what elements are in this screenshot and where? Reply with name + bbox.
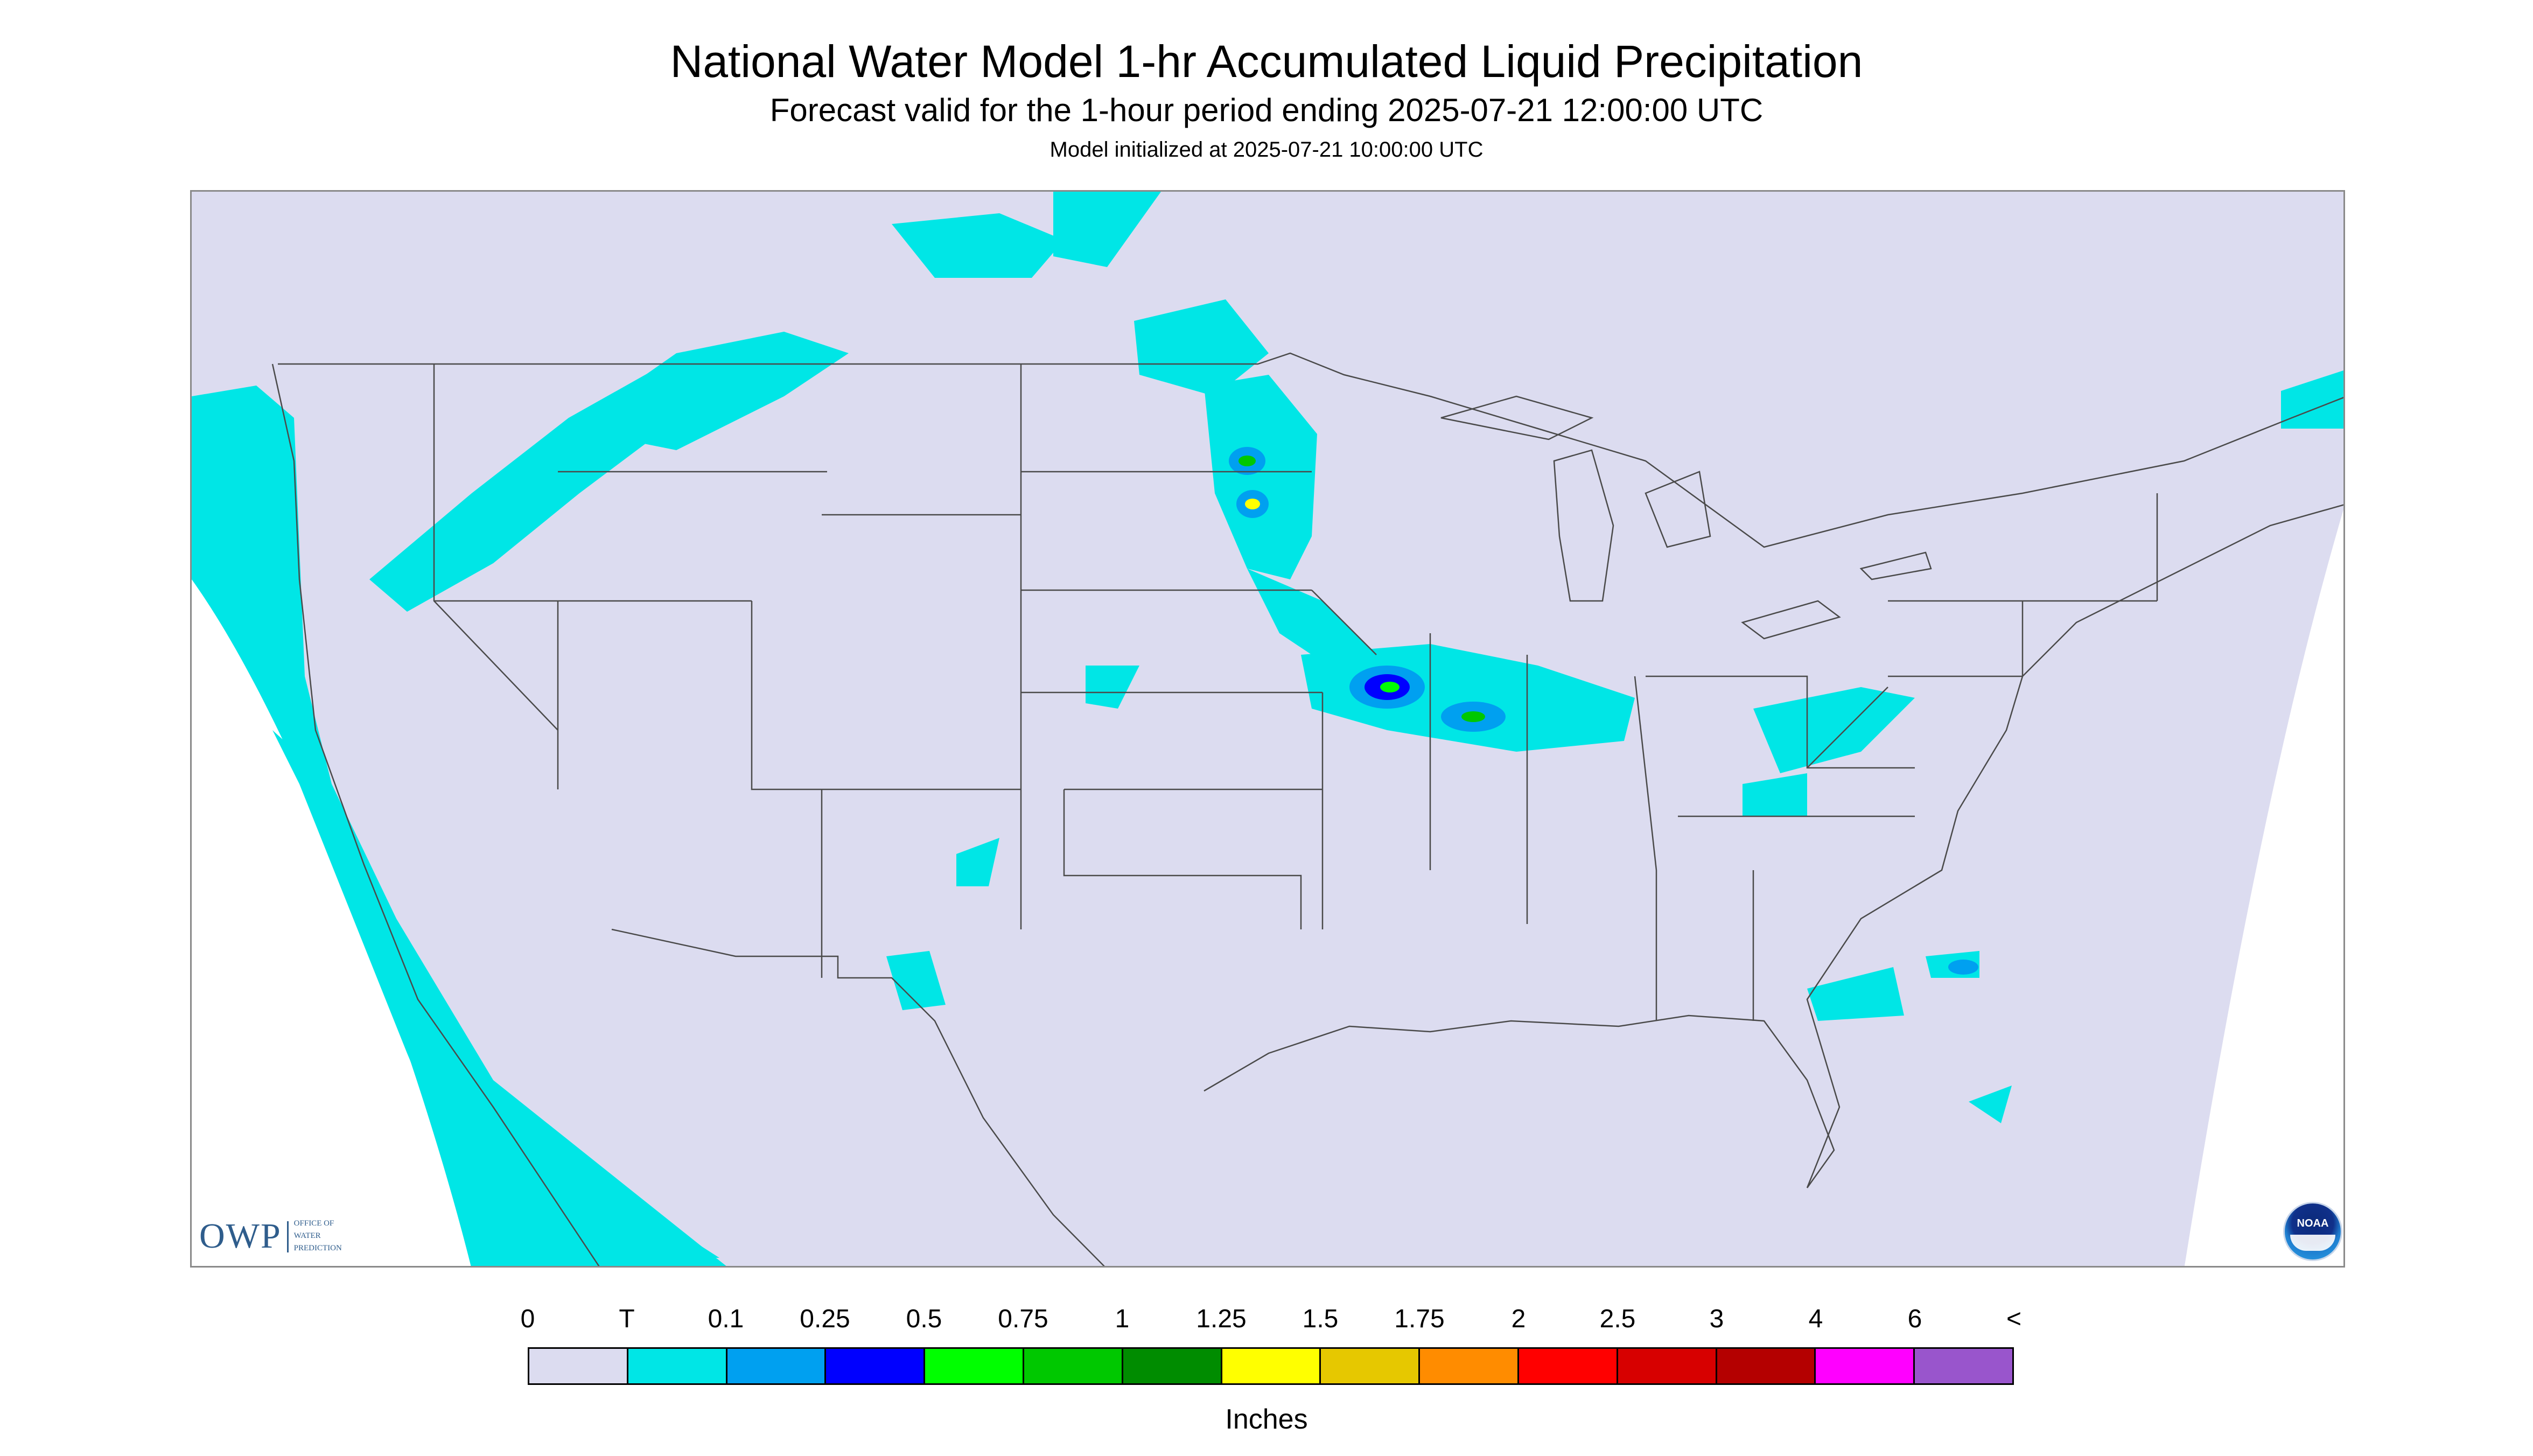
- legend-units: Inches: [1225, 1404, 1308, 1435]
- canada-us-border: [278, 352, 2343, 548]
- cell-atlantic: [1948, 960, 1978, 975]
- noaa-logo-text: NOAA: [2297, 1217, 2329, 1229]
- legend-tick-label: 2.5: [1599, 1305, 1636, 1333]
- heavy-precip-cells: [1229, 447, 1978, 975]
- legend-swatch: [1519, 1349, 1618, 1383]
- iowa-band: [1247, 569, 1376, 676]
- legend-swatch: [1717, 1349, 1816, 1383]
- montana-band: [569, 332, 849, 450]
- legend-swatch: [1321, 1349, 1421, 1383]
- legend-swatch: [1816, 1349, 1915, 1383]
- legend-swatch: [529, 1349, 628, 1383]
- legend-tick-label: 6: [1907, 1305, 1922, 1333]
- model-domain: [192, 192, 2343, 1266]
- legend-tick-labels: 0 T 0.1 0.25 0.5 0.75 1 1.25 1.5 1.75 2 2.5 3 4 6 <: [0, 1304, 2533, 1336]
- great-lakes: [1440, 395, 1932, 640]
- owp-logo: OWP OFFICE OF WATER PREDICTION: [199, 1216, 342, 1257]
- legend-swatch: [628, 1349, 727, 1383]
- legend-tick-label: 0.75: [998, 1305, 1048, 1333]
- us-mexico-border: [611, 928, 1105, 1266]
- legend-tick-label: 2: [1511, 1305, 1526, 1333]
- legend-swatch: [925, 1349, 1024, 1383]
- color-legend: [528, 1347, 2014, 1385]
- carolina-patch: [1743, 773, 1807, 816]
- legend-swatch: [727, 1349, 827, 1383]
- legend-swatch: [1222, 1349, 1321, 1383]
- state-lines-central: [1063, 590, 1657, 929]
- legend-tick-label: 1.75: [1394, 1305, 1445, 1333]
- atlantic-patch-3: [1969, 1086, 2012, 1123]
- legend-tick-label: <: [2006, 1305, 2022, 1333]
- canada-patch-2: [1053, 192, 1161, 267]
- north-dakota-patch: [1134, 299, 1269, 396]
- state-lines-west: [433, 364, 1323, 978]
- pacific-coast-band-2: [272, 730, 719, 1258]
- legend-tick-label: 0.5: [906, 1305, 942, 1333]
- legend-tick-label: 1.25: [1196, 1305, 1247, 1333]
- legend-tick-label: T: [619, 1305, 635, 1333]
- cell-dakota-1-core: [1238, 456, 1256, 466]
- noaa-logo: NOAA: [2283, 1202, 2342, 1261]
- cell-midwest-2-core: [1461, 711, 1485, 722]
- atlantic-patch-1: [1807, 967, 1904, 1021]
- minnesota-band: [1204, 375, 1317, 579]
- legend-swatch: [1915, 1349, 2012, 1383]
- atlantic-coast: [1806, 504, 2343, 1188]
- cell-dakota-2-core: [1245, 499, 1260, 509]
- legend-tick-label: 0.25: [800, 1305, 850, 1333]
- map-title: National Water Model 1-hr Accumulated Li…: [670, 36, 1863, 87]
- legend-tick-label: 3: [1709, 1305, 1724, 1333]
- legend-tick-label: 4: [1808, 1305, 1823, 1333]
- gulf-coast: [1203, 1014, 1835, 1188]
- model-init-line: Model initialized at 2025-07-21 10:00:00…: [1049, 138, 1484, 162]
- map-subtitle: Forecast valid for the 1-hour period end…: [769, 92, 1764, 128]
- owp-logo-subtext: OFFICE OF WATER PREDICTION: [293, 1219, 342, 1252]
- legend-swatch: [1420, 1349, 1519, 1383]
- legend-tick-label: 0: [520, 1305, 535, 1333]
- owp-logo-text: OWP: [199, 1216, 282, 1256]
- precipitation-map: [190, 190, 2345, 1268]
- pacific-coast: [271, 363, 600, 1266]
- legend-swatch: [826, 1349, 926, 1383]
- map-canvas: [192, 192, 2343, 1266]
- legend-swatch: [1024, 1349, 1123, 1383]
- cell-midwest-1-core: [1380, 682, 1400, 692]
- legend-tick-label: 1: [1115, 1305, 1130, 1333]
- boundaries: [271, 352, 2343, 1266]
- ohio-valley-band: [1753, 687, 1915, 773]
- legend-swatch: [1123, 1349, 1222, 1383]
- canada-patch-1: [892, 213, 1064, 278]
- legend-tick-label: 0.1: [708, 1305, 744, 1333]
- new-mexico-patch: [956, 838, 999, 886]
- state-lines-east: [1646, 493, 2158, 1021]
- kansas-patch: [1086, 666, 1139, 709]
- legend-swatch: [1618, 1349, 1717, 1383]
- texas-patch: [886, 951, 946, 1010]
- northeast-patch: [2281, 370, 2343, 429]
- legend-tick-label: 1.5: [1302, 1305, 1339, 1333]
